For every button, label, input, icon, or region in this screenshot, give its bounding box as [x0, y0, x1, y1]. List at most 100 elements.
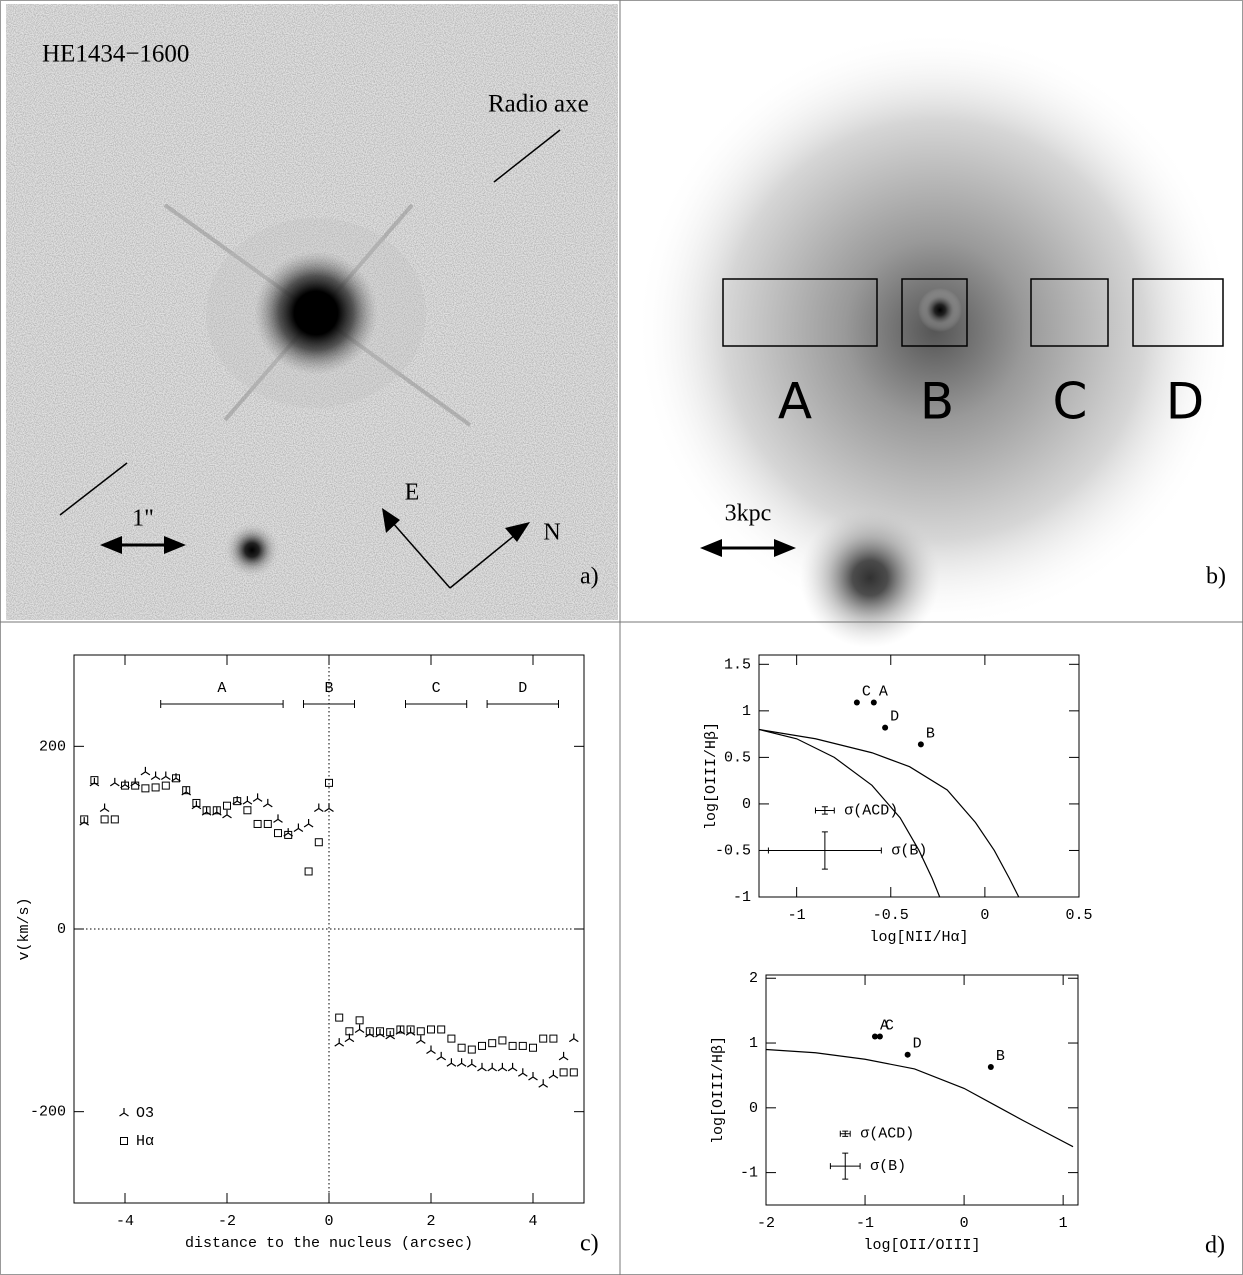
marker-square [284, 830, 293, 839]
marker-tri [558, 1051, 569, 1061]
x-tick-label: 2 [426, 1213, 435, 1230]
legend-label: Hα [136, 1133, 154, 1150]
panel-tag: c) [580, 1231, 599, 1257]
region-label: A [217, 680, 226, 697]
marker-square [202, 806, 211, 815]
x-axis-label: distance to the nucleus (arcsec) [185, 1235, 473, 1252]
marker-square [212, 806, 221, 815]
companion-galaxy [224, 522, 280, 578]
marker-tri [466, 1059, 477, 1068]
marker-square [529, 1043, 537, 1052]
marker-tri [538, 1079, 549, 1088]
marker-tri [313, 803, 324, 812]
marker-tri [446, 1058, 457, 1067]
region-label: D [518, 680, 527, 697]
x-tick-label: -2 [757, 1215, 775, 1232]
data-point [904, 1051, 911, 1058]
marker-square [416, 1027, 425, 1036]
marker-square [304, 867, 313, 876]
marker-tri [273, 814, 283, 823]
panel-tag: a) [580, 564, 599, 590]
region-bracket [405, 700, 468, 708]
marker-tri [303, 818, 314, 828]
x-tick-label: -1 [788, 907, 806, 924]
marker-square [396, 1025, 405, 1034]
y-tick-label: 0 [57, 921, 66, 938]
marker-square [365, 1027, 374, 1036]
nucleus [918, 288, 962, 332]
marker-tri [262, 798, 273, 808]
marker-square [253, 819, 262, 828]
region-label: B [920, 373, 954, 431]
x-tick-label: -2 [218, 1213, 236, 1230]
region-label: C [1053, 373, 1088, 431]
marker-square [243, 806, 252, 815]
marker-square [559, 1068, 568, 1077]
marker-square [141, 784, 150, 793]
marker-tri [456, 1058, 467, 1067]
marker-square [182, 786, 191, 795]
marker-square [263, 819, 272, 828]
y-tick-label: -1 [733, 889, 751, 906]
y-tick-label: 0.5 [724, 749, 751, 766]
error-bar-label: σ(B) [870, 1158, 906, 1175]
marker-tri [109, 777, 120, 787]
panel-a: HE1434−1600 Radio axe 1" E N a) [6, 4, 618, 620]
data-point [987, 1064, 994, 1070]
boundary-curve [765, 1048, 1074, 1148]
x-axis-label: log[NII/Hα] [869, 929, 968, 946]
panel-b: A B C D 3kpc b) [635, 30, 1235, 648]
marker-tri [426, 1045, 436, 1054]
plot-frame [765, 974, 1079, 1206]
marker-square [406, 1025, 415, 1034]
marker-square [569, 1068, 578, 1077]
data-point [871, 1033, 878, 1040]
x-tick-label: -1 [856, 1215, 874, 1232]
compass-north [449, 534, 516, 589]
scale-label: 3kpc [725, 501, 772, 527]
error-bar-y [821, 831, 828, 870]
region-box [901, 278, 968, 347]
marker-square [508, 1041, 517, 1050]
marker-tri [487, 1062, 498, 1072]
marker-square [172, 774, 180, 783]
north-label: N [543, 520, 560, 546]
y-axis-label: v(km/s) [16, 897, 33, 960]
region-label: C [432, 680, 441, 697]
y-tick-label: -1 [740, 1165, 758, 1182]
marker-square [223, 801, 231, 810]
marker-square [549, 1034, 558, 1043]
radio-axis [493, 129, 561, 183]
y-axis-label: log[OIII/Hβ] [710, 1036, 727, 1144]
point-label: D [890, 709, 899, 726]
error-bar-label: σ(ACD) [860, 1126, 914, 1143]
scale-arrowheads [700, 539, 796, 557]
point-label: B [926, 725, 935, 742]
marker-square [457, 1043, 466, 1052]
marker-tri [354, 1024, 365, 1033]
marker-square [314, 838, 323, 847]
marker-square [121, 781, 129, 790]
y-axis-label: log[OIII/Hβ] [703, 722, 720, 830]
error-bar-label: σ(B) [891, 842, 927, 859]
marker-tri [150, 771, 161, 780]
marker-square [274, 829, 282, 838]
marker-tri [415, 1035, 426, 1044]
object-name: HE1434−1600 [42, 41, 189, 68]
scale-label: 1" [132, 506, 154, 532]
data-point [917, 741, 924, 748]
marker-square [447, 1034, 456, 1043]
marker-square [386, 1028, 395, 1037]
scale-arrowheads [100, 536, 186, 554]
point-label: B [996, 1048, 1005, 1065]
marker-square [192, 798, 201, 807]
error-bar-label: σ(ACD) [844, 802, 898, 819]
x-axis-label: log[OII/OIII] [863, 1237, 980, 1254]
compass-arrowheads [382, 508, 530, 542]
point-label: A [879, 683, 888, 700]
marker-square [233, 797, 242, 806]
panel-tag: b) [1206, 564, 1226, 590]
marker-square [427, 1025, 435, 1034]
marker-square [376, 1027, 384, 1036]
marker-square [325, 778, 333, 787]
